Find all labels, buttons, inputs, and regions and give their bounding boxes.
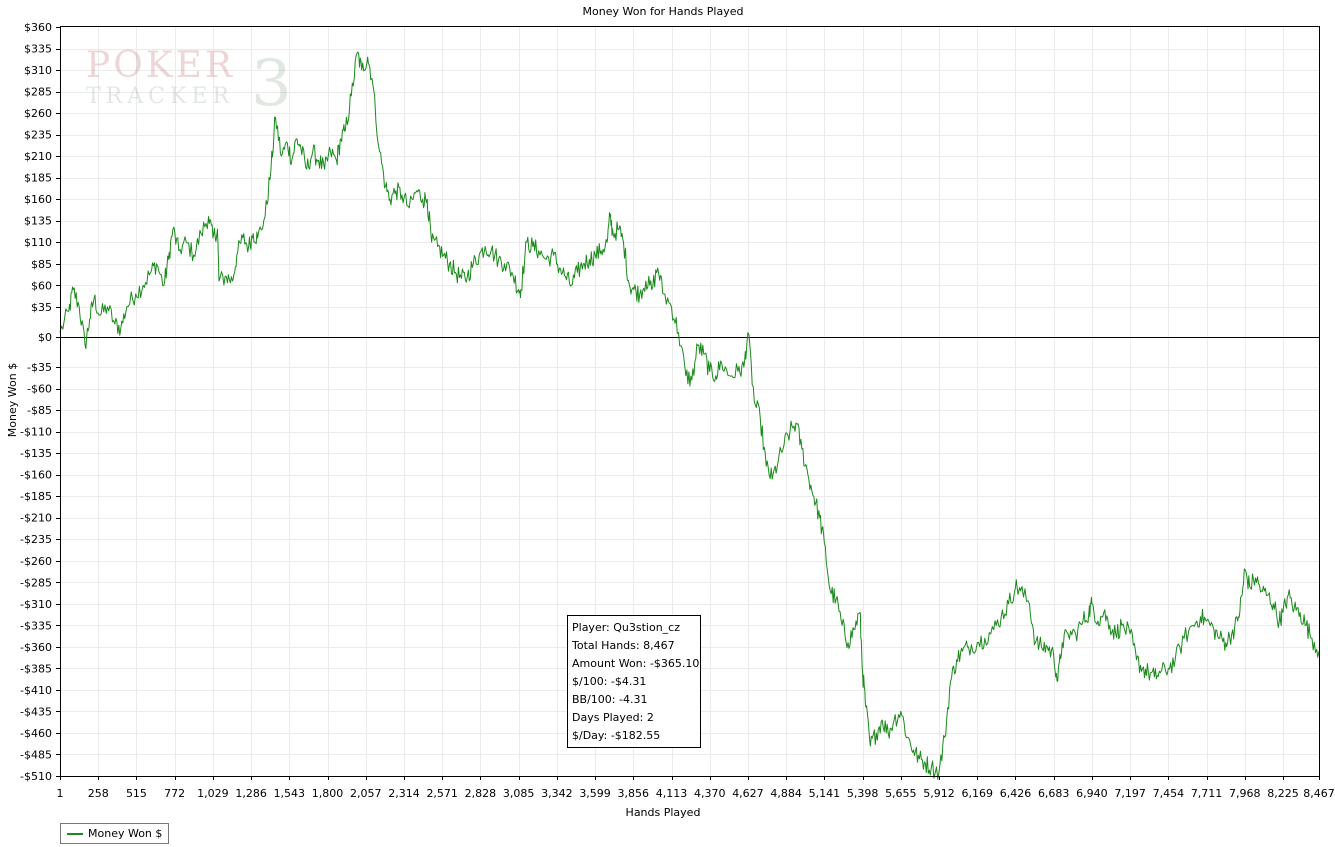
y-tick-label: $60 (31, 279, 52, 292)
x-tick-label: 7,197 (1114, 787, 1146, 800)
x-tick-label: 5,141 (809, 787, 841, 800)
x-tick-label: 5,398 (847, 787, 879, 800)
x-tick-label: 6,426 (1000, 787, 1032, 800)
x-tick-label: 3,342 (541, 787, 573, 800)
y-tick-label: -$210 (20, 512, 52, 525)
y-tick-label: $0 (38, 331, 52, 344)
y-tick-label: $85 (31, 258, 52, 271)
y-tick-label: -$260 (20, 555, 52, 568)
x-tick-label: 3,856 (618, 787, 650, 800)
x-tick-label: 4,627 (732, 787, 764, 800)
chart-legend[interactable]: Money Won $ (60, 823, 170, 844)
x-tick-label: 7,711 (1191, 787, 1223, 800)
x-tick-label: 4,370 (694, 787, 726, 800)
y-tick-label: -$360 (20, 641, 52, 654)
y-tick-label: -$310 (20, 598, 52, 611)
y-tick-label: $285 (24, 86, 52, 99)
x-tick-label: 6,940 (1076, 787, 1108, 800)
y-tick-label: -$485 (20, 748, 52, 761)
x-tick-label: 772 (164, 787, 185, 800)
stat-total-hands: Total Hands: 8,467 (572, 639, 675, 652)
y-tick-label: $260 (24, 107, 52, 120)
x-tick-label: 1,029 (197, 787, 229, 800)
x-axis-label: Hands Played (626, 806, 701, 819)
series-line-money-won (59, 51, 1320, 780)
stats-tooltip-box: Player: Qu3stion_cz Total Hands: 8,467 A… (567, 615, 701, 748)
x-tick-label: 5,912 (923, 787, 955, 800)
y-tick-label: -$460 (20, 727, 52, 740)
y-tick-label: -$135 (20, 447, 52, 460)
x-tick-label: 1 (57, 787, 64, 800)
y-tick-label: -$185 (20, 490, 52, 503)
y-tick-label: -$110 (20, 426, 52, 439)
x-tick-label: 4,113 (656, 787, 688, 800)
y-tick-label: $35 (31, 301, 52, 314)
x-tick-label: 7,968 (1229, 787, 1261, 800)
y-tick-label: $360 (24, 21, 52, 34)
x-tick-label: 4,884 (770, 787, 802, 800)
y-tick-label: $135 (24, 215, 52, 228)
stat-days-played: Days Played: 2 (572, 711, 654, 724)
x-tick-label: 3,599 (579, 787, 611, 800)
y-tick-label: $160 (24, 193, 52, 206)
x-tick-label: 5,655 (885, 787, 917, 800)
y-tick-label: $210 (24, 150, 52, 163)
y-tick-label: -$435 (20, 705, 52, 718)
stat-dollars-per-day: $/Day: -$182.55 (572, 729, 661, 742)
y-tick-label: -$410 (20, 684, 52, 697)
legend-label: Money Won $ (88, 827, 163, 840)
stat-bb-per-100: BB/100: -4.31 (572, 693, 648, 706)
x-tick-label: 3,085 (503, 787, 535, 800)
x-tick-label: 258 (88, 787, 109, 800)
x-tick-label: 2,057 (350, 787, 382, 800)
y-tick-label: -$385 (20, 662, 52, 675)
y-tick-label: -$85 (27, 404, 52, 417)
axis-layer: 1 258 515 772 1,029 1,286 1,543 1,800 2,057 2,314… (20, 21, 1335, 800)
y-tick-label: $235 (24, 129, 52, 142)
stat-player: Player: Qu3stion_cz (572, 621, 680, 634)
y-tick-label: $110 (24, 236, 52, 249)
plot-frame (60, 26, 1320, 777)
y-tick-label: -$160 (20, 469, 52, 482)
y-tick-label: $185 (24, 172, 52, 185)
chart-title: Money Won for Hands Played (583, 5, 744, 18)
y-tick-label: -$335 (20, 619, 52, 632)
x-tick-label: 2,571 (426, 787, 458, 800)
stat-amount-won: Amount Won: -$365.10 (572, 657, 700, 670)
x-tick-label: 8,467 (1303, 787, 1335, 800)
x-tick-label: 2,828 (465, 787, 497, 800)
x-tick-label: 7,454 (1153, 787, 1185, 800)
legend-line-swatch (67, 832, 83, 835)
x-tick-label: 1,543 (274, 787, 306, 800)
x-tick-label: 6,169 (962, 787, 994, 800)
y-tick-label: -$510 (20, 770, 52, 783)
y-tick-label: -$235 (20, 533, 52, 546)
x-tick-label: 1,800 (312, 787, 344, 800)
y-tick-label: -$285 (20, 576, 52, 589)
y-tick-label: -$60 (27, 383, 52, 396)
x-tick-label: 515 (126, 787, 147, 800)
y-tick-label: $310 (24, 64, 52, 77)
y-tick-label: $335 (24, 43, 52, 56)
x-tick-label: 2,314 (388, 787, 420, 800)
series-layer (59, 51, 1320, 780)
x-tick-label: 6,683 (1038, 787, 1070, 800)
x-tick-label: 1,286 (235, 787, 267, 800)
stat-dollars-per-100: $/100: -$4.31 (572, 675, 647, 688)
y-axis-label: Money Won $ (6, 363, 19, 437)
x-tick-label: 8,225 (1267, 787, 1299, 800)
y-tick-label: -$35 (27, 361, 52, 374)
